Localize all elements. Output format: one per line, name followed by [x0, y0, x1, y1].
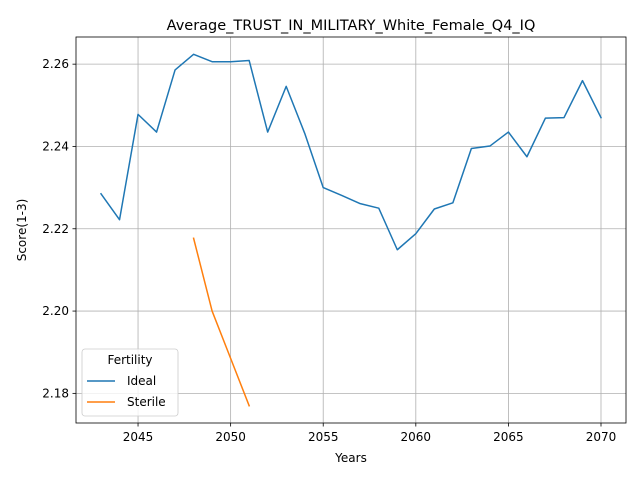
plot-frame [75, 36, 627, 424]
x-tick-label: 2060 [401, 430, 432, 444]
y-tick-label: 2.22 [42, 222, 69, 236]
legend: Fertility Ideal Sterile [81, 348, 179, 417]
series-lines [99, 53, 603, 407]
legend-box [81, 348, 179, 417]
series-line-sterile [192, 237, 251, 407]
legend-label-sterile: Sterile [127, 395, 166, 409]
y-tick-label: 2.18 [42, 386, 69, 400]
y-tick-label: 2.24 [42, 139, 69, 153]
y-tick-label: 2.20 [42, 304, 69, 318]
x-tick-label: 2070 [586, 430, 617, 444]
x-tick-label: 2045 [123, 430, 154, 444]
legend-label-ideal: Ideal [127, 374, 156, 388]
x-tick-label: 2050 [215, 430, 246, 444]
series-line-ideal [99, 53, 603, 251]
x-axis-label: Years [334, 451, 367, 465]
x-tick-label: 2065 [493, 430, 524, 444]
chart-title: Average_TRUST_IN_MILITARY_White_Female_Q… [167, 18, 536, 34]
y-axis-label: Score(1-3) [15, 199, 29, 262]
legend-title: Fertility [107, 353, 152, 367]
x-tick-label: 2055 [308, 430, 339, 444]
y-tick-label: 2.26 [42, 57, 69, 71]
grid-lines [76, 37, 626, 423]
axis-ticks: 2045 2050 2055 2060 2065 2070 2.18 2.20 2.22 2.24… [42, 57, 616, 444]
